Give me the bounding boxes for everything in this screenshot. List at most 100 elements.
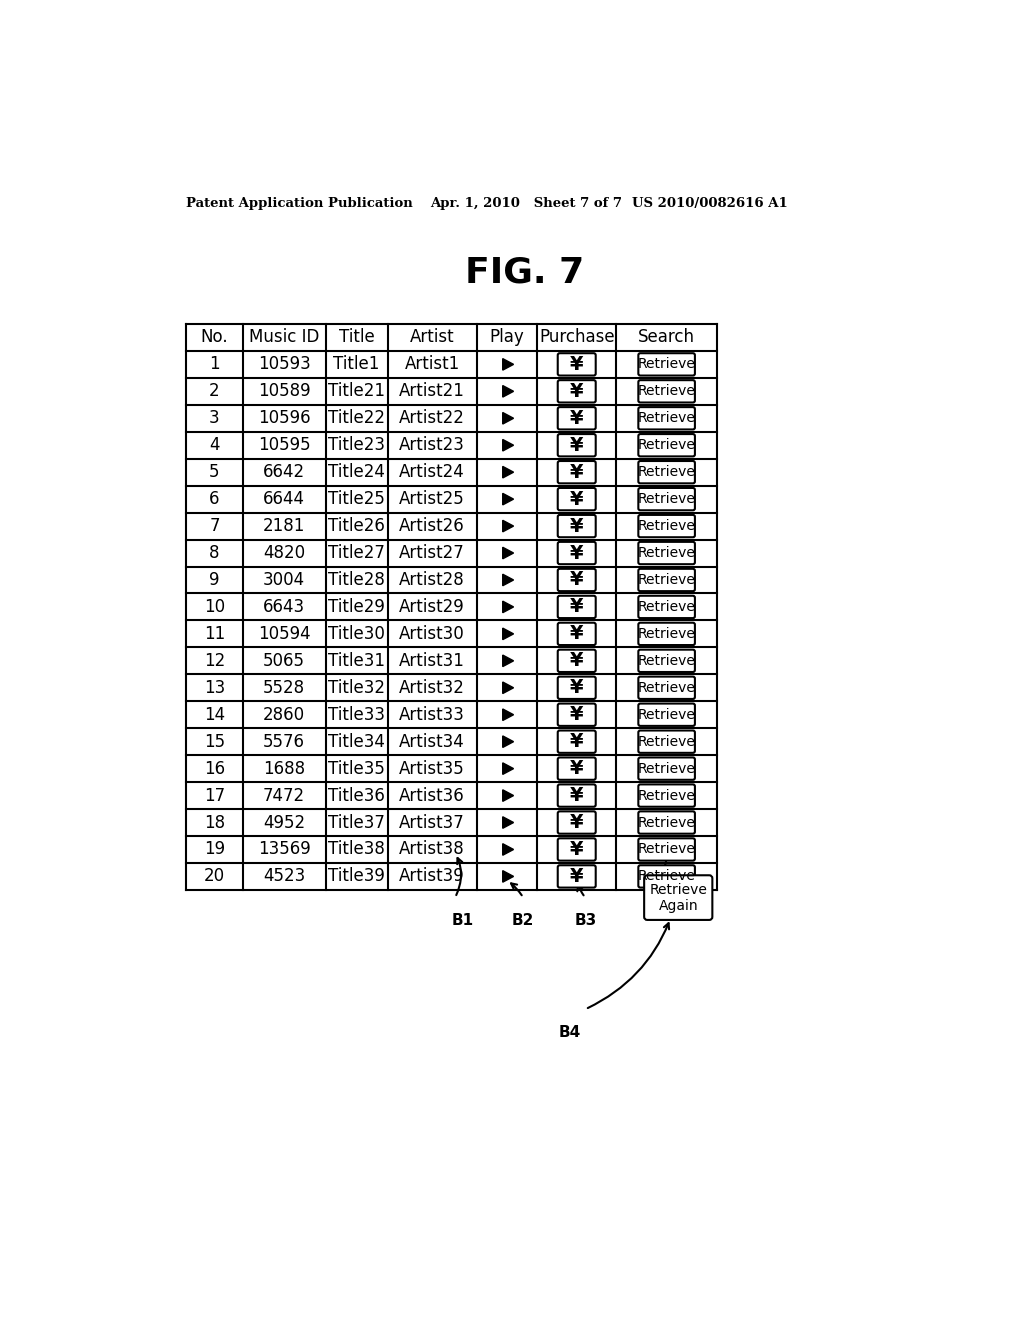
Text: Retrieve: Retrieve [638, 816, 695, 829]
Text: Title36: Title36 [328, 787, 385, 805]
Text: 2860: 2860 [263, 706, 305, 723]
FancyBboxPatch shape [638, 730, 695, 752]
Polygon shape [503, 494, 514, 506]
Text: 10596: 10596 [258, 409, 310, 428]
FancyBboxPatch shape [558, 784, 596, 807]
Text: ¥: ¥ [570, 490, 584, 508]
Text: Artist37: Artist37 [399, 813, 465, 832]
FancyBboxPatch shape [638, 838, 695, 861]
Text: 5576: 5576 [263, 733, 305, 751]
Text: Title34: Title34 [328, 733, 385, 751]
Text: 2181: 2181 [263, 517, 305, 535]
Polygon shape [503, 628, 514, 640]
Polygon shape [503, 655, 514, 667]
Text: ¥: ¥ [570, 733, 584, 751]
FancyBboxPatch shape [558, 461, 596, 483]
Text: Artist24: Artist24 [399, 463, 465, 482]
Text: Artist29: Artist29 [399, 598, 465, 616]
FancyBboxPatch shape [558, 488, 596, 511]
Text: Retrieve: Retrieve [638, 653, 695, 668]
Polygon shape [503, 385, 514, 397]
Text: 10593: 10593 [258, 355, 310, 374]
Text: 5: 5 [209, 463, 220, 482]
Text: B4: B4 [559, 1024, 581, 1040]
Text: Retrieve: Retrieve [638, 599, 695, 614]
Polygon shape [503, 466, 514, 478]
Text: 4: 4 [209, 436, 220, 454]
FancyBboxPatch shape [558, 380, 596, 403]
FancyBboxPatch shape [558, 434, 596, 457]
FancyBboxPatch shape [638, 434, 695, 457]
Text: ¥: ¥ [570, 598, 584, 616]
Text: Title31: Title31 [328, 652, 385, 669]
Text: 10594: 10594 [258, 624, 310, 643]
Text: 1688: 1688 [263, 759, 305, 777]
Polygon shape [503, 843, 514, 855]
Text: 16: 16 [204, 759, 225, 777]
Text: ¥: ¥ [570, 409, 584, 428]
Polygon shape [503, 574, 514, 586]
FancyBboxPatch shape [638, 380, 695, 403]
FancyBboxPatch shape [558, 515, 596, 537]
Text: ¥: ¥ [570, 867, 584, 886]
Text: Artist32: Artist32 [399, 678, 465, 697]
Text: Retrieve: Retrieve [638, 546, 695, 560]
Text: Artist: Artist [410, 329, 455, 346]
Text: 9: 9 [209, 572, 220, 589]
Text: ¥: ¥ [570, 436, 584, 454]
Text: Apr. 1, 2010   Sheet 7 of 7: Apr. 1, 2010 Sheet 7 of 7 [430, 197, 623, 210]
Text: ¥: ¥ [570, 355, 584, 374]
Text: Artist39: Artist39 [399, 867, 465, 886]
Text: Retrieve: Retrieve [638, 842, 695, 857]
Text: Title27: Title27 [328, 544, 385, 562]
Text: 6642: 6642 [263, 463, 305, 482]
Text: Title30: Title30 [328, 624, 385, 643]
Polygon shape [503, 548, 514, 558]
FancyBboxPatch shape [558, 730, 596, 752]
Text: Music ID: Music ID [249, 329, 319, 346]
Text: 11: 11 [204, 624, 225, 643]
Text: Artist27: Artist27 [399, 544, 465, 562]
Text: Retrieve: Retrieve [638, 492, 695, 506]
FancyBboxPatch shape [558, 649, 596, 672]
Text: B3: B3 [574, 913, 596, 928]
Text: B2: B2 [512, 913, 535, 928]
Text: Artist31: Artist31 [399, 652, 465, 669]
Text: ¥: ¥ [570, 463, 584, 482]
Text: ¥: ¥ [570, 787, 584, 805]
Text: Title26: Title26 [328, 517, 385, 535]
Text: Title29: Title29 [328, 598, 385, 616]
Text: Artist23: Artist23 [399, 436, 465, 454]
Text: Artist33: Artist33 [399, 706, 465, 723]
FancyBboxPatch shape [638, 866, 695, 887]
Text: 18: 18 [204, 813, 225, 832]
Text: Artist30: Artist30 [399, 624, 465, 643]
Polygon shape [503, 359, 514, 370]
Text: ¥: ¥ [570, 759, 584, 777]
Text: Artist22: Artist22 [399, 409, 465, 428]
Text: 5528: 5528 [263, 678, 305, 697]
Text: Title32: Title32 [328, 678, 385, 697]
Text: US 2010/0082616 A1: US 2010/0082616 A1 [632, 197, 787, 210]
FancyBboxPatch shape [638, 704, 695, 726]
FancyBboxPatch shape [638, 569, 695, 591]
FancyBboxPatch shape [638, 461, 695, 483]
FancyBboxPatch shape [558, 569, 596, 591]
Text: Retrieve: Retrieve [638, 384, 695, 399]
Text: B1: B1 [452, 913, 474, 928]
Text: ¥: ¥ [570, 544, 584, 562]
FancyBboxPatch shape [558, 354, 596, 376]
Polygon shape [503, 763, 514, 775]
Text: 15: 15 [204, 733, 225, 751]
Text: No.: No. [201, 329, 228, 346]
Text: Artist1: Artist1 [404, 355, 460, 374]
Text: Retrieve: Retrieve [638, 519, 695, 533]
Text: Play: Play [489, 329, 524, 346]
Text: FIG. 7: FIG. 7 [465, 255, 585, 289]
Text: Retrieve: Retrieve [638, 627, 695, 642]
Text: Retrieve: Retrieve [638, 762, 695, 776]
Polygon shape [503, 737, 514, 747]
FancyBboxPatch shape [644, 875, 713, 920]
FancyBboxPatch shape [558, 838, 596, 861]
Text: Artist36: Artist36 [399, 787, 465, 805]
